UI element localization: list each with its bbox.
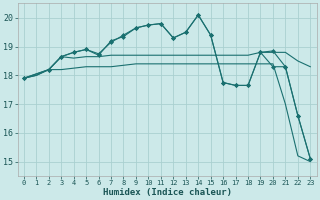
X-axis label: Humidex (Indice chaleur): Humidex (Indice chaleur) — [103, 188, 232, 197]
